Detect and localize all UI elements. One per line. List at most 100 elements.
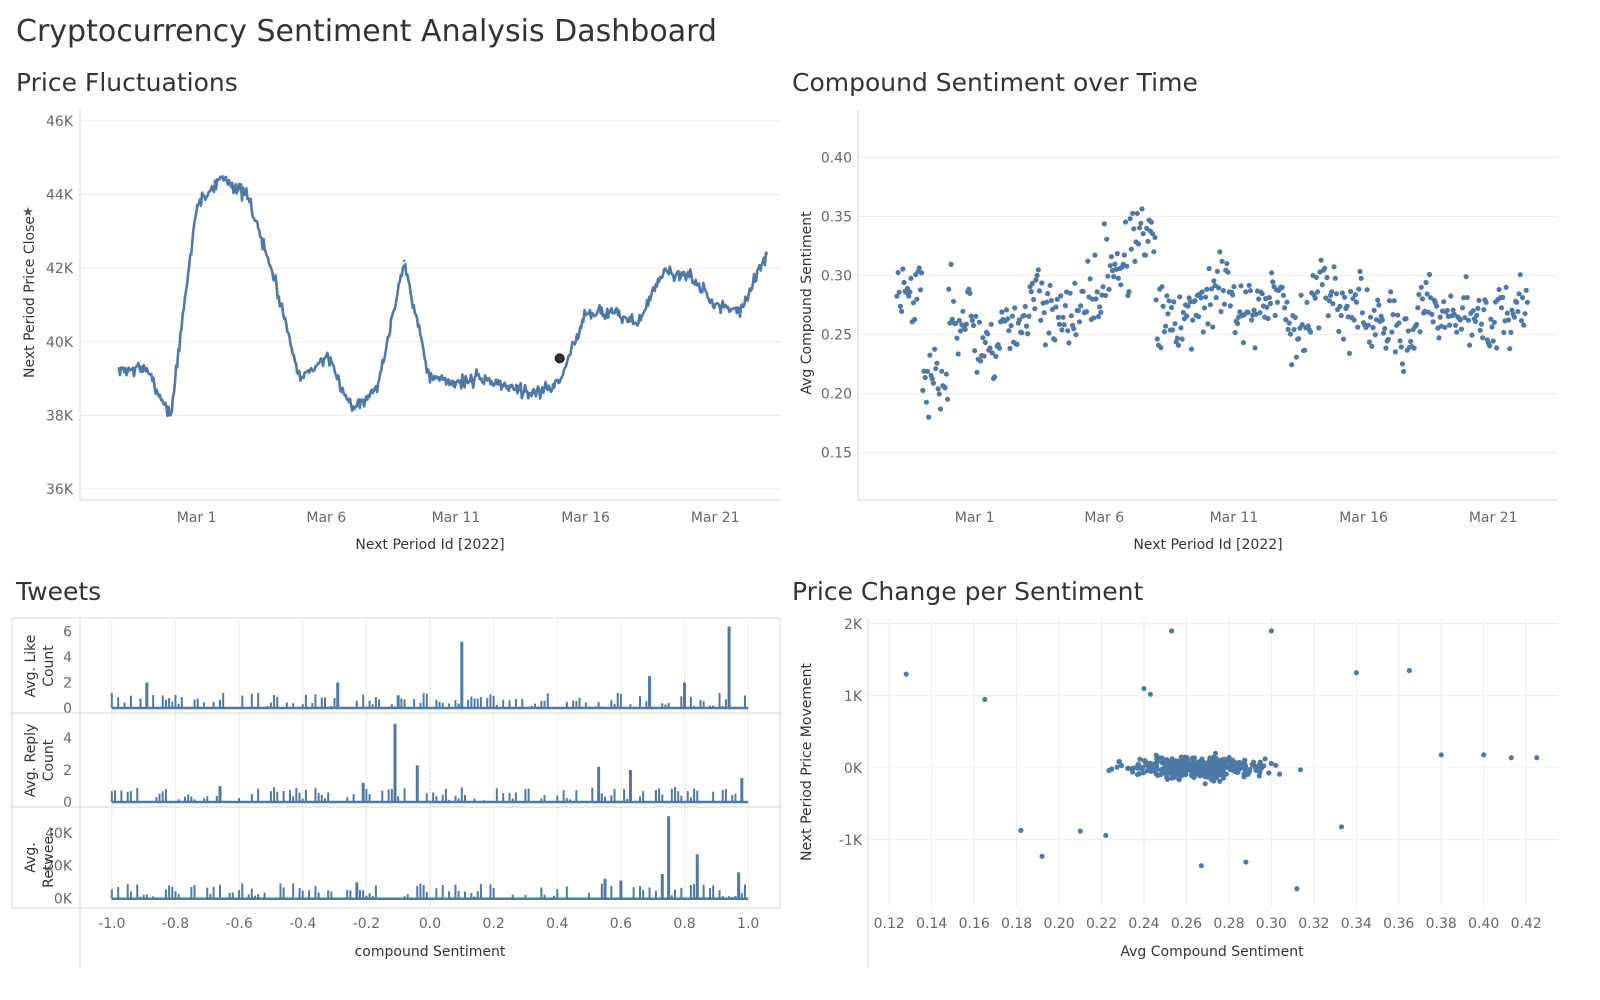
sentiment-point	[1501, 329, 1507, 336]
sentiment-point	[910, 300, 917, 306]
y-tick-label: 20K	[45, 859, 73, 875]
pcs-point	[1018, 827, 1024, 834]
sentiment-point	[1225, 269, 1231, 275]
tweet-bar	[680, 696, 683, 708]
sentiment-point	[1514, 299, 1520, 305]
sentiment-point	[1125, 292, 1131, 299]
tweet-bar	[215, 795, 218, 802]
sentiment-point	[1405, 328, 1411, 334]
sentiment-point	[1046, 330, 1052, 336]
x-tick-label: 0.28	[1213, 916, 1244, 932]
sentiment-point	[1338, 313, 1344, 319]
pcs-point	[1258, 765, 1264, 772]
tweet-bar	[613, 703, 616, 708]
sentiment-point	[1071, 326, 1077, 332]
sentiment-point	[1269, 270, 1275, 276]
sentiment-point	[1417, 329, 1423, 335]
sentiment-point	[1357, 268, 1363, 275]
tweet-bar	[212, 701, 215, 708]
sentiment-point	[1408, 338, 1414, 344]
panel-title-pcs: Price Change per Sentiment	[792, 577, 1144, 606]
tweet-bar	[415, 765, 419, 802]
tweet-bar	[400, 897, 403, 899]
pcs-point	[1277, 771, 1283, 777]
pcs-point	[1213, 756, 1219, 762]
sentiment-point	[1177, 294, 1183, 300]
sentiment-point	[1267, 300, 1274, 307]
sentiment-point	[1144, 225, 1150, 231]
tweet-bar	[744, 884, 746, 899]
tweet-bar	[604, 796, 606, 802]
sentiment-point	[1371, 307, 1377, 313]
tweet-bar	[683, 682, 687, 708]
sentiment-point	[946, 286, 952, 292]
pcs-point	[1233, 760, 1239, 766]
pcs-point	[1266, 770, 1272, 776]
y-tick-label: 2	[63, 763, 72, 779]
sentiment-point	[1469, 332, 1475, 338]
sentiment-point	[1060, 314, 1066, 320]
sentiment-point	[1249, 317, 1255, 323]
sentiment-point	[968, 313, 974, 319]
tweet-bar	[584, 801, 587, 802]
sentiment-point	[1330, 301, 1336, 307]
sentiment-point	[1470, 308, 1476, 314]
sentiment-point	[930, 380, 937, 386]
sentiment-point	[927, 352, 933, 358]
highlighted-price-point	[554, 353, 565, 364]
sentiment-point	[1401, 368, 1407, 375]
sentiment-point	[948, 261, 954, 267]
sentiment-point	[916, 265, 922, 271]
sentiment-point	[1488, 316, 1494, 322]
pcs-point	[1182, 754, 1188, 760]
sentiment-point	[1477, 327, 1483, 333]
sentiment-point	[1230, 292, 1236, 298]
tweet-bar	[396, 695, 400, 708]
tweet-bar	[145, 682, 149, 708]
sentiment-point	[1160, 303, 1166, 309]
sentiment-point	[1364, 287, 1370, 293]
tweet-bar	[476, 891, 479, 899]
sentiment-point	[1207, 302, 1213, 308]
pcs-point	[1039, 853, 1045, 859]
sentiment-point	[1511, 314, 1517, 320]
tweet-bar	[142, 894, 145, 899]
price-point	[273, 278, 276, 281]
tweet-bar	[327, 890, 330, 899]
tweet-bar	[689, 797, 692, 802]
sentiment-point	[1007, 345, 1013, 351]
sentiment-point	[1282, 305, 1288, 311]
sentiment-point	[1451, 311, 1457, 317]
tweet-bar	[164, 889, 167, 899]
price-point	[143, 366, 147, 369]
panel-title-sentiment: Compound Sentiment over Time	[792, 68, 1198, 97]
tweet-bar	[241, 883, 244, 899]
pcs-point	[1297, 767, 1304, 773]
sentiment-point	[1322, 265, 1328, 271]
tweet-bar	[171, 701, 174, 708]
tweet-bar	[731, 896, 734, 899]
x-tick-label: Mar 6	[306, 510, 346, 526]
tweet-bar	[457, 703, 460, 708]
sentiment-point	[1414, 321, 1420, 328]
tweet-bar	[339, 801, 342, 802]
sentiment-point	[1200, 329, 1206, 335]
sentiment-point	[999, 309, 1005, 315]
sentiment-point	[1474, 312, 1480, 318]
sentiment-point	[1178, 325, 1184, 331]
tweet-bar	[209, 707, 212, 708]
price-point	[558, 381, 561, 384]
tweet-bar	[632, 887, 635, 899]
tweet-bar	[390, 704, 393, 708]
x-tick-label: 0.30	[1256, 916, 1287, 932]
tweet-bar	[744, 695, 746, 708]
sentiment-point	[1216, 285, 1222, 291]
tweet-bar	[588, 892, 591, 899]
y-tick-label: 44K	[46, 188, 74, 204]
tweet-bar	[435, 888, 438, 899]
tweet-bar	[610, 886, 613, 899]
